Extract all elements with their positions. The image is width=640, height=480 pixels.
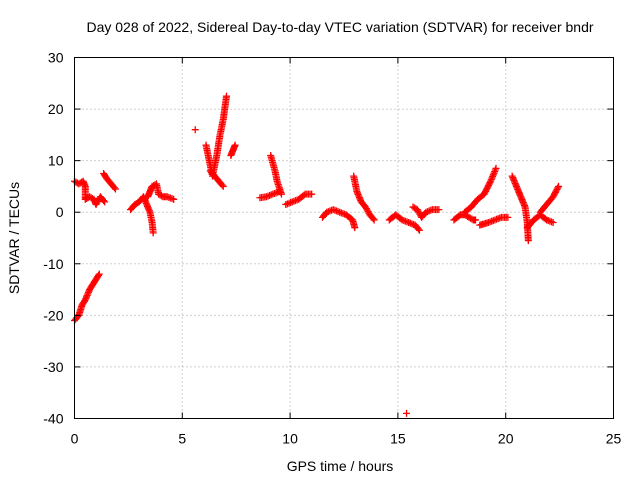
x-tick-label: 10 (282, 431, 298, 447)
data-point (110, 184, 118, 192)
data-point (222, 92, 230, 100)
data-point (414, 225, 422, 233)
y-tick-label: 0 (56, 204, 64, 220)
data-point (490, 169, 498, 177)
y-tick-label: -40 (43, 411, 63, 427)
axis-ticks (74, 57, 614, 419)
x-axis-label: GPS time / hours (287, 458, 394, 474)
y-tick-label: -10 (43, 256, 63, 272)
y-tick-label: -20 (43, 307, 63, 323)
data-point (369, 215, 377, 223)
y-tick-label: 10 (48, 153, 64, 169)
data-point (492, 164, 500, 172)
chart-title: Day 028 of 2022, Sidereal Day-to-day VTE… (86, 19, 593, 35)
plot-frame (74, 57, 614, 419)
data-point (549, 219, 557, 227)
data-point (94, 271, 102, 279)
x-tick-label: 5 (178, 431, 186, 447)
data-point (489, 171, 497, 179)
data-point (487, 177, 495, 185)
x-tick-label: 25 (606, 431, 622, 447)
data-point (149, 229, 157, 237)
y-tick-label: 20 (48, 101, 64, 117)
data-point (277, 190, 285, 198)
y-tick-labels: -40 -30 -20 -10 0 10 20 30 (43, 50, 63, 427)
data-point (472, 216, 480, 224)
x-tick-label: 20 (498, 431, 514, 447)
x-tick-label: 15 (390, 431, 406, 447)
data-point (351, 224, 359, 232)
data-point (554, 184, 562, 192)
data-point (491, 166, 499, 174)
data-point (100, 197, 108, 205)
y-tick-label: -30 (43, 359, 63, 375)
data-point (170, 195, 178, 203)
data-point (487, 176, 495, 184)
y-axis-label: SDTVAR / TECUs (6, 182, 22, 294)
data-point (491, 168, 499, 176)
data-point (101, 198, 109, 206)
x-tick-label: 0 (71, 431, 79, 447)
data-point (415, 226, 423, 234)
grid (74, 57, 614, 419)
data-point (231, 141, 239, 149)
data-point (191, 126, 199, 134)
data-point (219, 182, 227, 190)
data-point (370, 216, 378, 224)
data-point (308, 190, 316, 198)
x-tick-labels: 0 5 10 15 20 25 (71, 431, 622, 447)
data-point (524, 237, 532, 245)
y-tick-label: 30 (48, 50, 64, 66)
data-point (95, 270, 103, 278)
data-point (555, 182, 563, 190)
data-point (489, 172, 497, 180)
data-point (403, 409, 411, 417)
data-point (488, 174, 496, 182)
data-point (486, 179, 494, 187)
data-point (218, 181, 226, 189)
data-points (71, 92, 563, 417)
data-point (435, 206, 443, 214)
data-point (504, 213, 512, 221)
data-point (111, 185, 119, 193)
